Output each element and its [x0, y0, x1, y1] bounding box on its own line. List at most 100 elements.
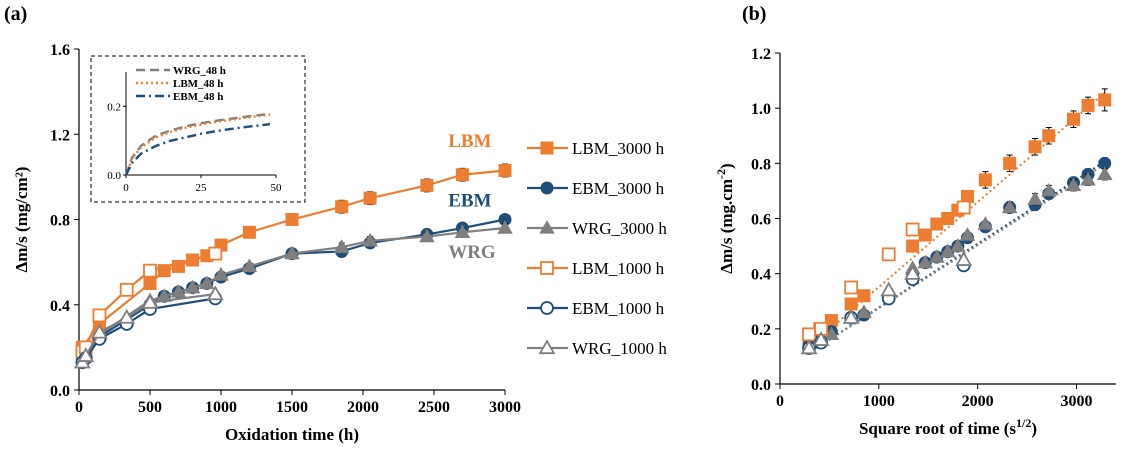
data-point	[333, 239, 350, 253]
x-tick-label: 1000	[863, 393, 895, 410]
data-point	[335, 200, 349, 214]
data-point	[77, 347, 95, 362]
x-tick-label: 3000	[489, 399, 521, 416]
data-point	[1067, 112, 1081, 126]
x-tick-label: 2000	[962, 393, 994, 410]
data-point	[419, 228, 435, 243]
data-point	[241, 258, 258, 273]
data-point	[497, 220, 513, 234]
data-point	[906, 239, 920, 253]
series-wrg-3000-h	[74, 220, 513, 368]
data-point	[285, 213, 299, 226]
y-tick-label: 0.2	[751, 322, 771, 339]
data-point	[90, 323, 108, 339]
legend-label: LBM_1000 h	[572, 259, 665, 278]
y-tick-label: 0.0	[50, 383, 70, 400]
x-tick-label: 3000	[1060, 393, 1092, 410]
data-point	[1065, 177, 1082, 192]
data-point	[800, 339, 818, 355]
data-point	[213, 267, 229, 281]
inset-legend-label: EBM_48 h	[173, 91, 223, 103]
legend-label: LBM_3000 h	[572, 139, 665, 158]
data-point	[956, 200, 971, 215]
annotation-wrg: WRG	[448, 242, 496, 263]
data-point	[119, 282, 134, 297]
panel-a-label: (a)	[4, 3, 27, 25]
data-point	[208, 246, 223, 261]
data-point	[857, 289, 871, 303]
inset-y-tick-label: 0.0	[107, 170, 121, 182]
annotation-ebm: EBM	[448, 191, 491, 212]
data-point	[141, 293, 159, 309]
data-point	[905, 222, 920, 237]
legend-marker	[540, 261, 554, 275]
x-axis-title: Oxidation time (h)	[225, 425, 359, 444]
series-wrg-1000-h	[800, 251, 973, 355]
data-point	[812, 331, 830, 346]
inset-x-tick-label: 25	[196, 182, 208, 194]
data-point	[802, 327, 816, 342]
inset-series-ebm-48-h	[124, 122, 271, 176]
x-tick-label: 500	[138, 399, 162, 416]
y-tick-label: 1.0	[751, 101, 771, 118]
y-axis-title: Δm/s (mg.cm-2)	[714, 163, 736, 273]
legend-marker	[538, 339, 556, 355]
data-point	[498, 163, 512, 177]
data-point	[143, 263, 157, 278]
trendline-wrg	[807, 162, 1107, 355]
panel-a-legend: LBM_3000 h EBM_3000 h WRG_3000 h LBM_1000 h…	[527, 139, 667, 358]
data-point	[184, 279, 201, 294]
data-point	[454, 224, 471, 238]
inset-x-tick-label: 50	[271, 182, 283, 194]
x-tick-label: 0	[776, 393, 784, 410]
legend-label: EBM_3000 h	[572, 179, 665, 198]
inset-legend-label: LBM_48 h	[173, 78, 223, 90]
data-point	[904, 264, 922, 280]
x-axis-title: Square root of time (s1/2)	[859, 416, 1037, 438]
data-point	[881, 247, 896, 262]
y-tick-label: 0.8	[751, 156, 771, 173]
data-point	[1080, 171, 1096, 186]
data-point	[1098, 93, 1112, 107]
legend-marker	[540, 141, 554, 155]
data-point	[242, 225, 256, 239]
panel-b-axes: 0 1000 2000 3000 0.0 0.2 0.4 0.6 0.8 1.0 1.2 Square…	[714, 46, 1116, 438]
series-wrg-1000-h	[73, 285, 224, 369]
data-point	[977, 216, 994, 230]
inset-series-lbm-48-h	[124, 113, 271, 176]
panel-a-axes: 0 500 1000 1500 2000 2500 30000.00.40.81.21.6O…	[12, 42, 521, 444]
x-tick-label: 2000	[347, 399, 379, 416]
y-tick-label: 0.6	[751, 212, 771, 229]
y-tick-label: 0.0	[751, 377, 771, 394]
data-point	[955, 251, 973, 266]
data-point	[206, 285, 224, 301]
data-point	[118, 308, 136, 324]
data-point	[1096, 166, 1113, 181]
data-point	[978, 173, 992, 187]
data-point	[917, 254, 934, 269]
data-point	[363, 191, 377, 205]
inset-y-tick-label: 0.2	[107, 101, 121, 113]
x-tick-label: 1000	[205, 399, 237, 416]
legend-item-ebm-1000-h: EBM_1000 h	[527, 299, 665, 318]
data-point	[199, 275, 215, 290]
data-point	[941, 212, 955, 225]
panel-a: (a) 0 500 1000 1500 2000 2500 30000.00.40.81.2…	[4, 3, 667, 444]
data-point	[950, 238, 966, 252]
x-tick-label: 2500	[418, 399, 450, 416]
inset-legend-label: WRG_48 h	[173, 65, 226, 77]
y-tick-label: 0.4	[50, 298, 70, 315]
data-point	[1041, 183, 1057, 197]
data-point	[92, 308, 107, 323]
data-point	[1003, 156, 1017, 170]
data-point	[929, 249, 945, 263]
data-point	[362, 232, 378, 247]
inset-frame	[90, 55, 306, 203]
legend-label: EBM_1000 h	[572, 299, 665, 318]
data-point	[842, 309, 860, 324]
series-lbm-3000-h	[802, 88, 1112, 347]
data-point	[880, 281, 898, 297]
data-point	[1081, 98, 1095, 112]
y-tick-label: 1.2	[50, 127, 70, 144]
